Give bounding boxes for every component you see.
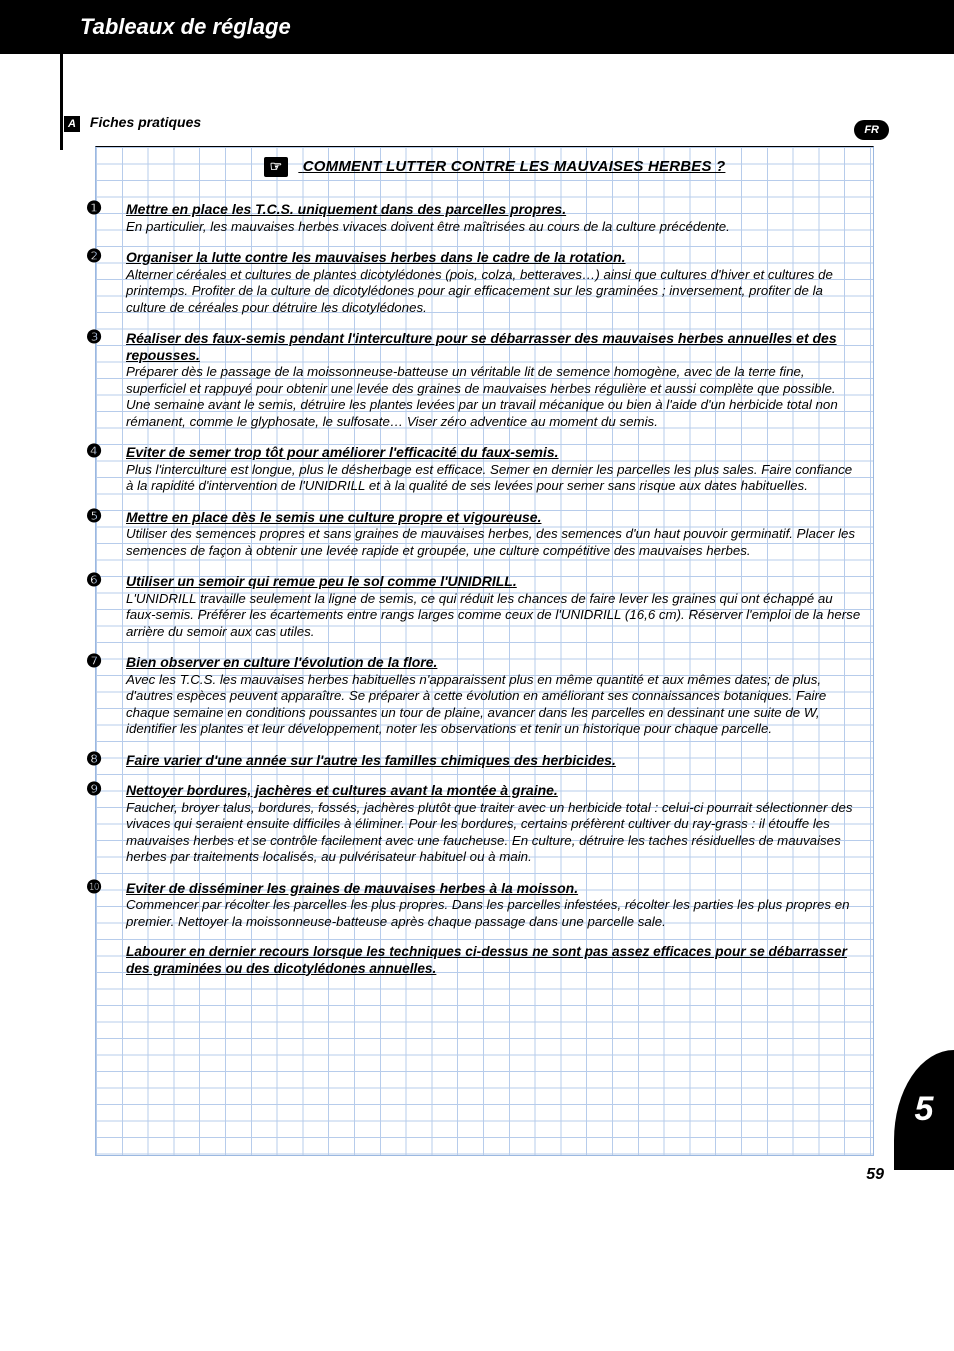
item-body: Faucher, broyer talus, bordures, fossés,… [126,800,863,866]
list-item: ❽ Faire varier d'une année sur l'autre l… [126,752,863,769]
item-heading: Faire varier d'une année sur l'autre les… [126,752,863,769]
item-number: ❶ [86,198,102,219]
item-body: Utiliser des semences propres et sans gr… [126,526,863,559]
practice-sheet: ☞ COMMENT LUTTER CONTRE LES MAUVAISES HE… [95,146,874,1156]
page-number: 59 [866,1166,884,1184]
item-number: ❻ [86,570,102,591]
item-heading: Réaliser des faux-semis pendant l'interc… [126,330,863,363]
item-heading: Eviter de disséminer les graines de mauv… [126,880,863,897]
final-note: Labourer en dernier recours lorsque les … [126,944,863,977]
item-number: ❼ [86,651,102,672]
list-item: ❹ Eviter de semer trop tôt pour améliore… [126,444,863,495]
list-item: ❸ Réaliser des faux-semis pendant l'inte… [126,330,863,430]
sheet-title-row: ☞ COMMENT LUTTER CONTRE LES MAUVAISES HE… [126,157,863,177]
list-item: ❾ Nettoyer bordures, jachères et culture… [126,782,863,866]
page-header: Tableaux de réglage [0,0,954,54]
section-label: A Fiches pratiques [64,114,954,132]
item-heading: Eviter de semer trop tôt pour améliorer … [126,444,863,461]
item-body: Préparer dès le passage de la moissonneu… [126,364,863,430]
section-text: Fiches pratiques [90,114,201,130]
header-side-rule [60,40,63,150]
item-number: ❽ [86,749,102,770]
item-number: ❸ [86,327,102,348]
item-number: ❾ [86,779,102,800]
list-item: ❿ Eviter de disséminer les graines de ma… [126,880,863,931]
pointing-hand-icon: ☞ [264,157,289,177]
item-heading: Bien observer en culture l'évolution de … [126,654,863,671]
sheet-title: COMMENT LUTTER CONTRE LES MAUVAISES HERB… [303,158,726,175]
list-item: ❷ Organiser la lutte contre les mauvaise… [126,249,863,316]
item-number: ❿ [86,877,102,898]
item-number: ❺ [86,506,102,527]
item-body: Avec les T.C.S. les mauvaises herbes hab… [126,672,863,738]
item-heading: Mettre en place dès le semis une culture… [126,509,863,526]
page-header-title: Tableaux de réglage [80,14,291,39]
list-item: ❼ Bien observer en culture l'évolution d… [126,654,863,738]
item-body: L'UNIDRILL travaille seulement la ligne … [126,591,863,641]
list-item: ❶ Mettre en place les T.C.S. uniquement … [126,201,863,235]
item-body: En particulier, les mauvaises herbes viv… [126,219,863,236]
item-number: ❷ [86,246,102,267]
section-letter: A [64,116,80,132]
list-item: ❻ Utiliser un semoir qui remue peu le so… [126,573,863,640]
item-body: Alterner céréales et cultures de plantes… [126,267,863,317]
item-heading: Mettre en place les T.C.S. uniquement da… [126,201,863,218]
item-heading: Utiliser un semoir qui remue peu le sol … [126,573,863,590]
item-number: ❹ [86,441,102,462]
item-heading: Organiser la lutte contre les mauvaises … [126,249,863,266]
item-body: Plus l'interculture est longue, plus le … [126,462,863,495]
item-body: Commencer par récolter les parcelles les… [126,897,863,930]
chapter-tab: 5 [894,1050,954,1170]
list-item: ❺ Mettre en place dès le semis une cultu… [126,509,863,560]
item-heading: Nettoyer bordures, jachères et cultures … [126,782,863,799]
language-badge: FR [854,120,889,140]
chapter-tab-number: 5 [915,1090,934,1128]
